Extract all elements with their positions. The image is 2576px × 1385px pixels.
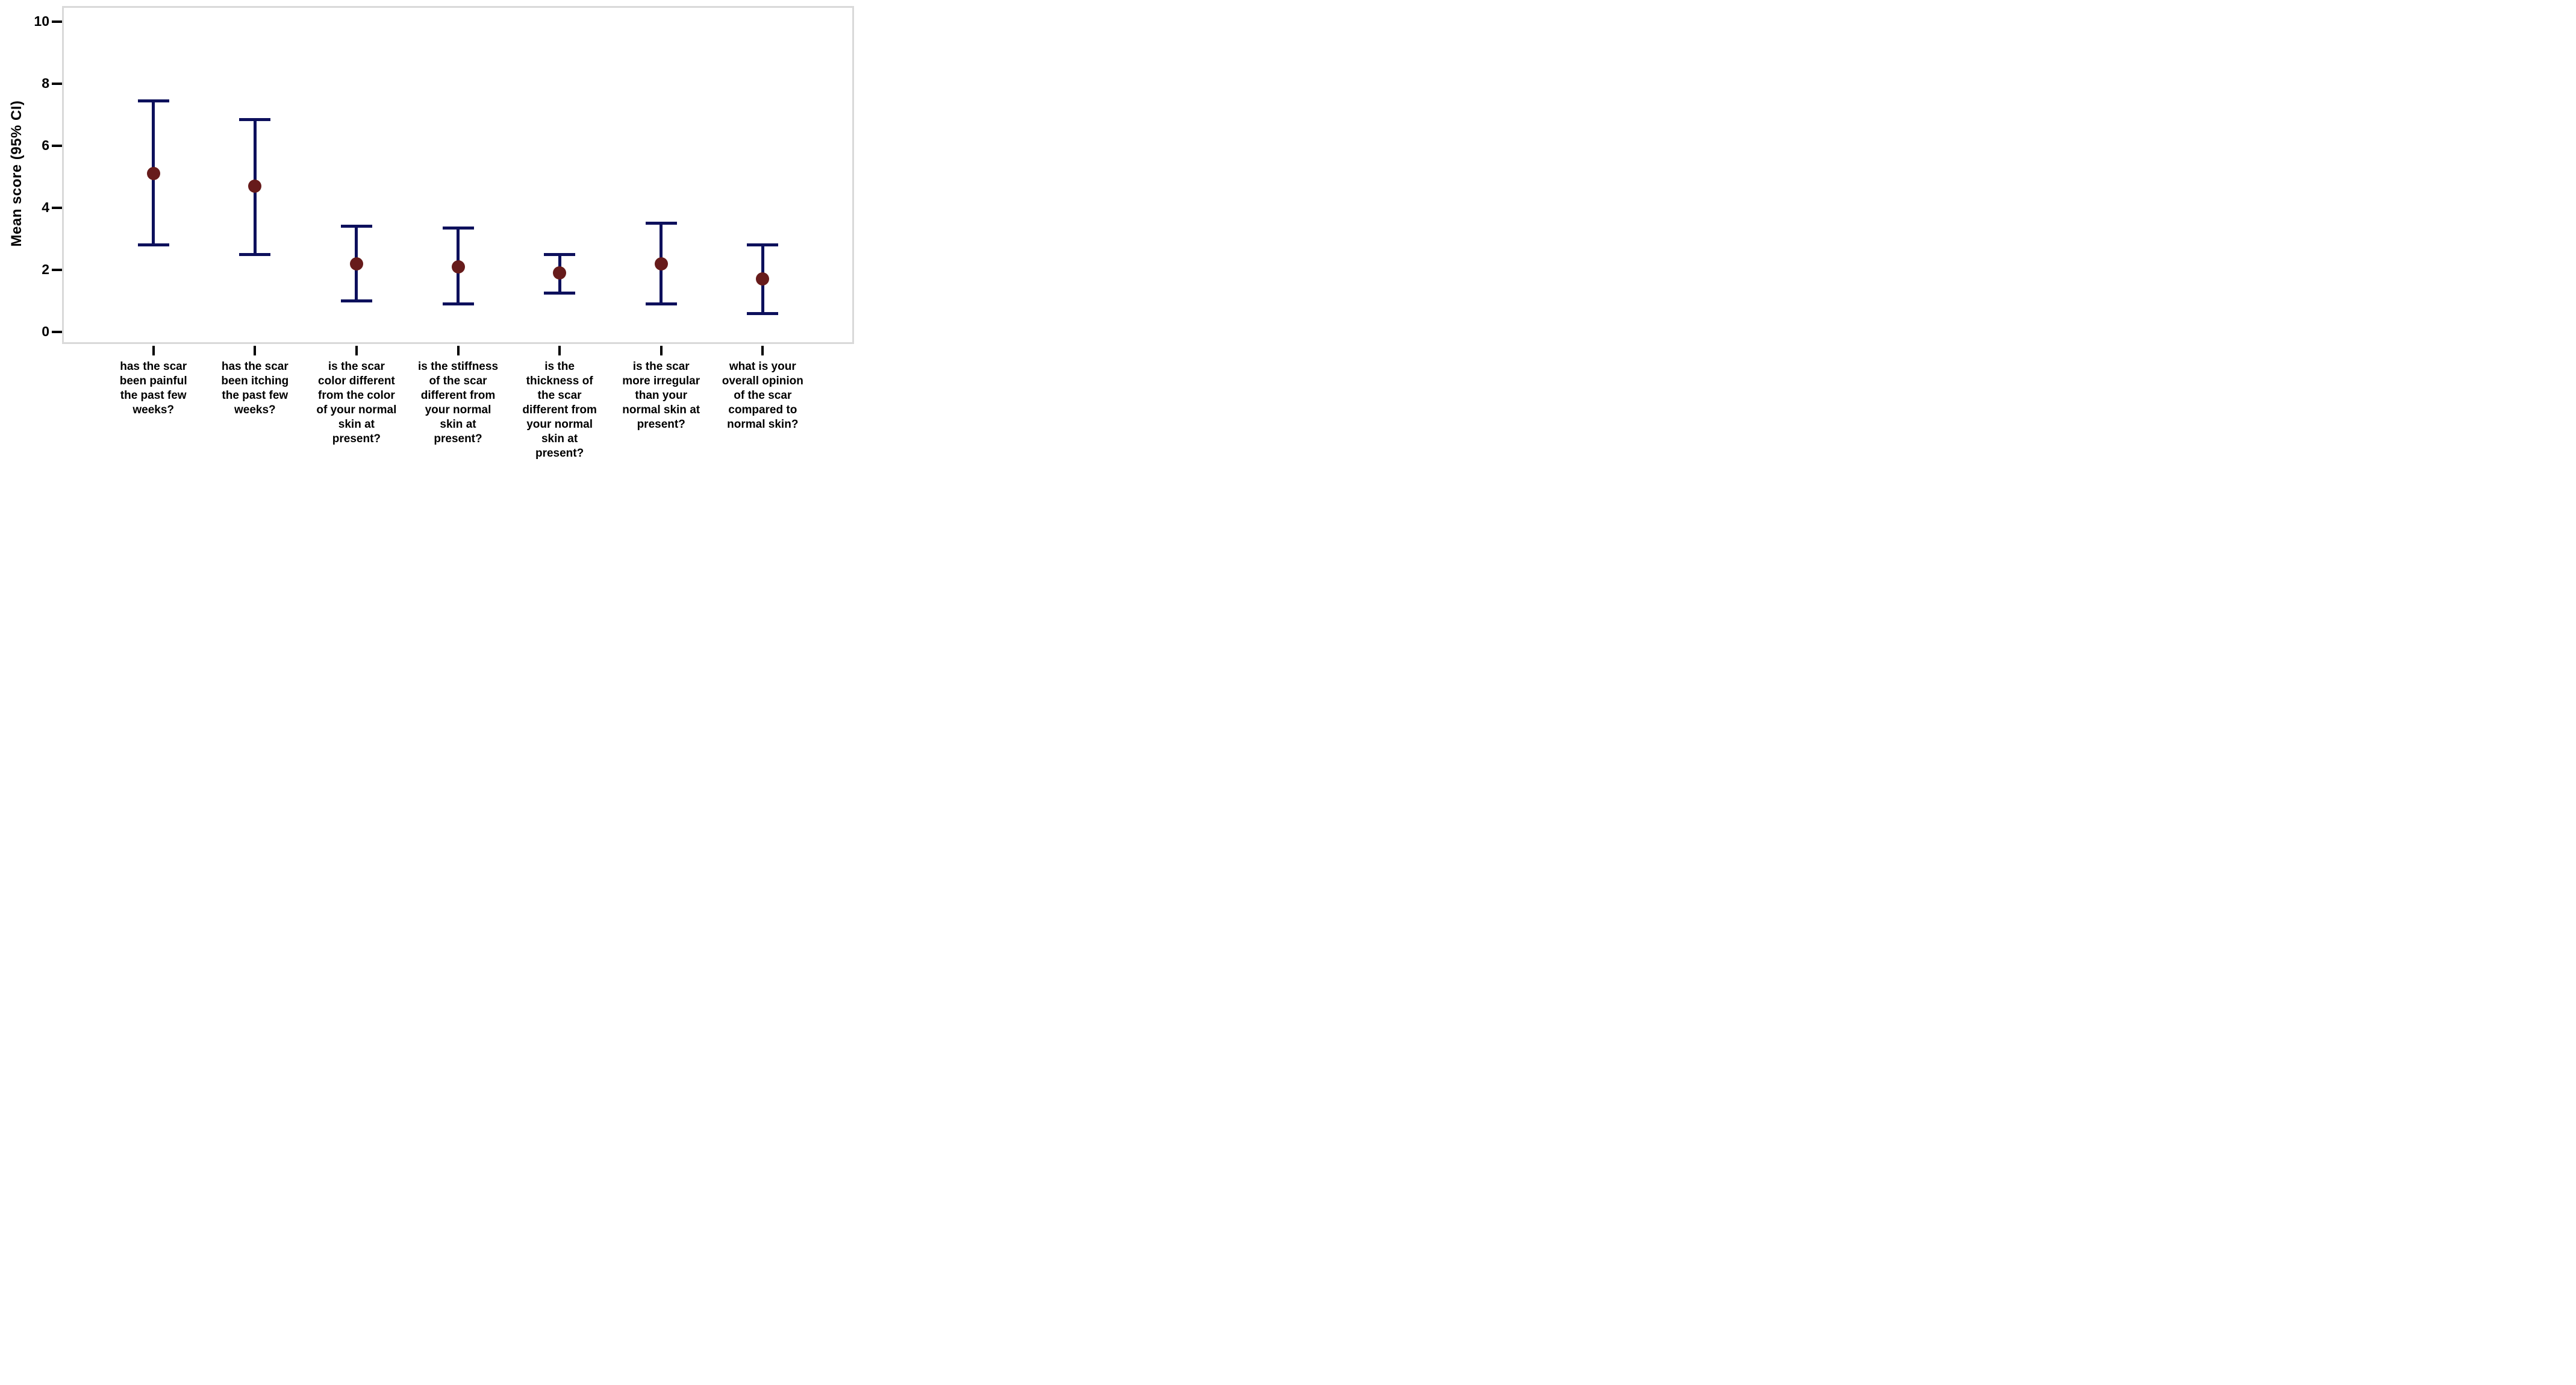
y-tick-label: 10 [34, 13, 49, 29]
error-bar-bottom-cap [747, 311, 779, 315]
error-bar-bottom-cap [544, 292, 576, 295]
y-tick [52, 331, 62, 333]
category-label: is the scar more irregular than your nor… [622, 360, 700, 431]
mean-dot [349, 257, 363, 270]
y-tick [52, 207, 62, 209]
error-bar-top-cap [239, 117, 271, 121]
category-label: what is your overall opinion of the scar… [722, 360, 803, 431]
y-tick-label: 4 [42, 199, 49, 215]
error-bar-top-cap [544, 252, 576, 256]
x-tick [660, 346, 663, 355]
x-tick [254, 346, 257, 355]
x-tick [152, 346, 155, 355]
error-bar-bottom-cap [137, 243, 169, 247]
x-tick [558, 346, 561, 355]
mean-dot [756, 272, 770, 286]
x-tick [355, 346, 358, 355]
error-bar-bottom-cap [442, 302, 474, 306]
category-label: has the scar been painful the past few w… [119, 360, 187, 416]
y-axis-title: Mean score (95% CI) [8, 100, 25, 247]
mean-dot [146, 167, 160, 181]
error-bar-bottom-cap [645, 302, 677, 306]
mean-dot [654, 257, 668, 270]
category-label: is the scar color different from the col… [316, 360, 397, 445]
error-bar-top-cap [747, 243, 779, 247]
y-tick [52, 145, 62, 147]
y-tick-label: 8 [42, 75, 49, 91]
error-bar-top-cap [645, 222, 677, 225]
mean-dot [248, 179, 262, 193]
error-bar-top-cap [340, 225, 372, 228]
category-label: is the stiffness of the scar different f… [417, 360, 499, 445]
y-tick-label: 0 [42, 324, 49, 339]
mean-dot [553, 266, 567, 280]
category-label: has the scar been itching the past few w… [221, 360, 289, 416]
mean-score-errorbar-chart: Mean score (95% CI) 0 2 4 6 8 10 has the scar… [0, 0, 859, 461]
x-tick [761, 346, 764, 355]
error-bar-top-cap [442, 226, 474, 230]
y-tick-label: 2 [42, 261, 49, 277]
y-tick [52, 83, 62, 85]
error-bar-bottom-cap [340, 299, 372, 302]
mean-dot [451, 260, 465, 274]
y-tick [52, 20, 62, 23]
error-bar-top-cap [137, 99, 169, 102]
y-tick-label: 6 [42, 137, 49, 153]
error-bar-bottom-cap [239, 252, 271, 256]
y-tick [52, 269, 62, 271]
x-tick [457, 346, 460, 355]
category-label: is the thickness of the scar different f… [522, 360, 597, 460]
